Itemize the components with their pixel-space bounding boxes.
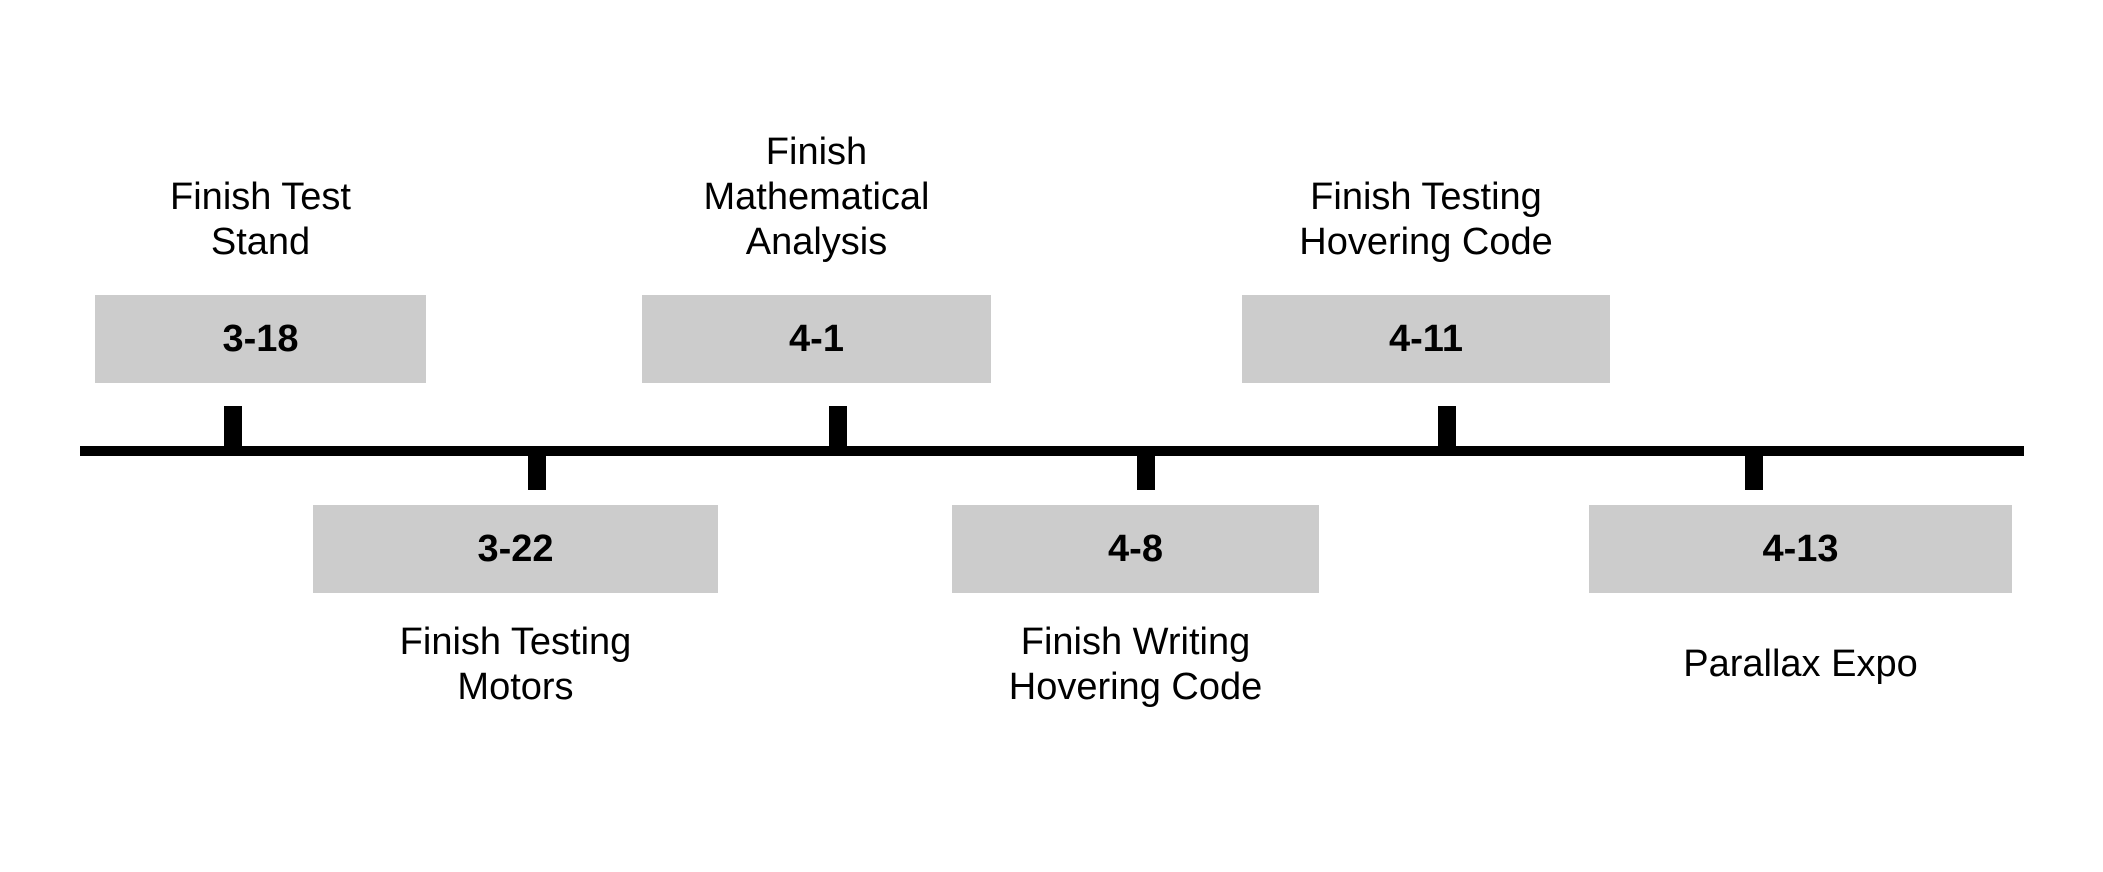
milestone-caption: Finish Mathematical Analysis: [703, 131, 930, 263]
milestone-tick: [224, 406, 242, 448]
milestone-date-box: 4-1: [642, 295, 991, 383]
milestone-tick: [829, 406, 847, 448]
milestone-caption: Finish Testing Hovering Code: [1299, 176, 1553, 263]
timeline-axis: [80, 446, 2024, 456]
milestone-date-box: 4-13: [1589, 505, 2012, 593]
milestone-tick: [1438, 406, 1456, 448]
milestone-tick: [1745, 448, 1763, 490]
milestone-tick: [1137, 448, 1155, 490]
milestone-caption: Finish Writing Hovering Code: [1008, 621, 1263, 708]
milestone-caption: Finish Testing Motors: [399, 621, 632, 708]
milestone-date-box: 3-18: [95, 295, 426, 383]
milestone-tick: [528, 448, 546, 490]
milestone-date-box: 4-11: [1242, 295, 1610, 383]
milestone-date-box: 4-8: [952, 505, 1319, 593]
milestone-caption: Parallax Expo: [1683, 643, 1918, 685]
milestone-date-box: 3-22: [313, 505, 718, 593]
milestone-caption: Finish Test Stand: [170, 176, 351, 263]
